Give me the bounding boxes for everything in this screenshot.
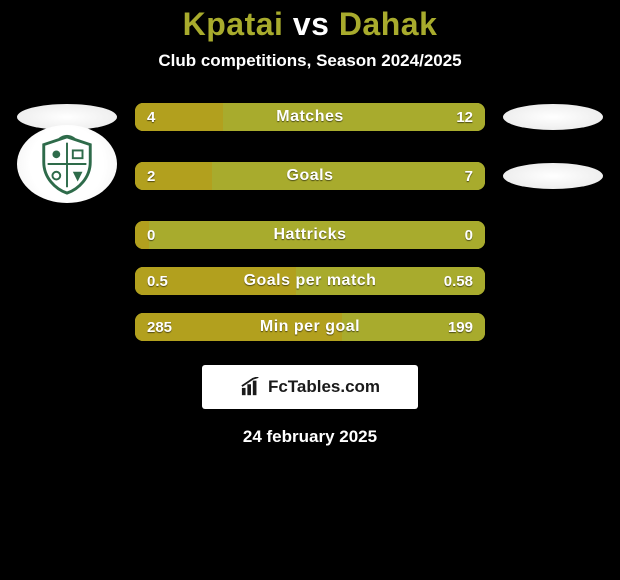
title-vs: vs: [293, 6, 339, 42]
stat-right-value: 0.58: [444, 267, 473, 295]
stat-label: Min per goal: [135, 313, 485, 341]
stat-right-value: 7: [465, 162, 473, 190]
date-text: 24 february 2025: [0, 427, 620, 447]
stat-row: 2 Goals 7: [0, 149, 620, 203]
stat-label: Matches: [135, 103, 485, 131]
stat-bar-gpm: 0.5 Goals per match 0.58: [135, 267, 485, 295]
stat-row: 4 Matches 12: [0, 103, 620, 131]
title-right: Dahak: [339, 6, 438, 42]
brand-badge: FcTables.com: [202, 365, 418, 409]
chart-icon: [240, 377, 262, 397]
stat-right-value: 199: [448, 313, 473, 341]
shield-icon: [36, 133, 98, 195]
subtitle: Club competitions, Season 2024/2025: [0, 51, 620, 71]
stat-row: 285 Min per goal 199: [0, 313, 620, 341]
team-right-badge: [503, 104, 603, 130]
stat-label: Goals per match: [135, 267, 485, 295]
stat-bar-matches: 4 Matches 12: [135, 103, 485, 131]
stat-bar-hattricks: 0 Hattricks 0: [135, 221, 485, 249]
title-left: Kpatai: [183, 6, 284, 42]
comparison-card: Kpatai vs Dahak Club competitions, Seaso…: [0, 0, 620, 447]
stat-label: Hattricks: [135, 221, 485, 249]
stat-bar-mpg: 285 Min per goal 199: [135, 313, 485, 341]
stat-bar-goals: 2 Goals 7: [135, 162, 485, 190]
team-left-crest: [17, 125, 117, 203]
stat-right-value: 12: [456, 103, 473, 131]
brand-text: FcTables.com: [268, 377, 380, 397]
page-title: Kpatai vs Dahak: [0, 6, 620, 43]
stat-row: 0.5 Goals per match 0.58: [0, 267, 620, 295]
stat-right-value: 0: [465, 221, 473, 249]
stat-row: 0 Hattricks 0: [0, 221, 620, 249]
team-right-badge: [503, 163, 603, 189]
stat-label: Goals: [135, 162, 485, 190]
